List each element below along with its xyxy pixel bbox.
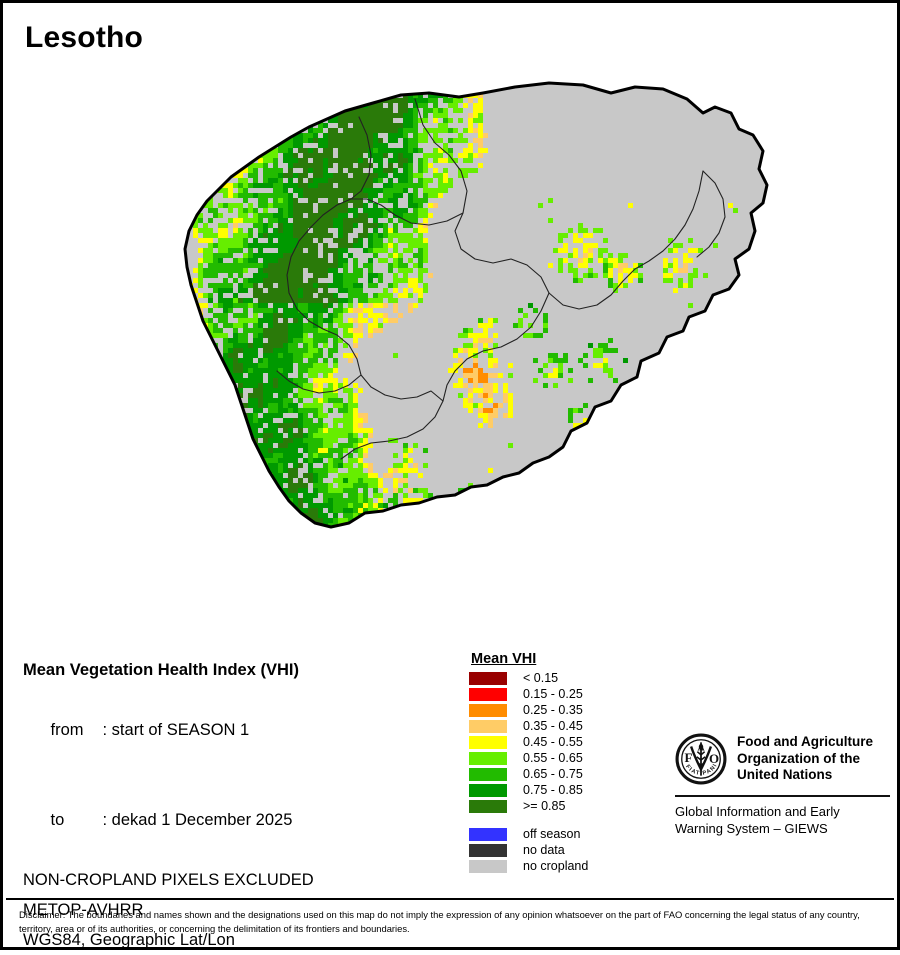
country-outline [183, 81, 769, 529]
legend-swatch [469, 687, 507, 701]
legend-item: 0.15 - 0.25 [469, 687, 588, 701]
info-from-value: : start of SEASON 1 [102, 721, 250, 739]
legend-label: 0.65 - 0.75 [523, 766, 583, 781]
fao-org-line-3: United Nations [737, 767, 833, 782]
fao-system-name: Global Information and Early Warning Sys… [675, 804, 890, 837]
fao-logo-row: F A O FIAT PANIS Food and Agriculture Or… [672, 729, 890, 785]
district-boundary [286, 226, 362, 376]
lesotho-map [183, 81, 769, 529]
legend-swatch [469, 843, 507, 857]
district-boundaries [276, 98, 726, 460]
fao-system-line-2: Warning System – GIEWS [675, 820, 828, 836]
fao-emblem-letter-o: O [709, 751, 719, 766]
legend-item: off season [469, 827, 588, 841]
map-legend: Mean VHI < 0.15 0.15 - 0.25 0.25 - 0.35 0.3… [469, 651, 588, 875]
info-to-label: to [50, 811, 65, 829]
fao-system-line-1: Global Information and Early [675, 804, 840, 819]
fao-emblem-letter-f: F [685, 750, 693, 765]
district-boundary [360, 374, 444, 402]
legend-label: no cropland [523, 858, 589, 873]
map-canvas [63, 73, 863, 633]
legend-item: no data [469, 843, 588, 857]
legend-swatch [469, 703, 507, 717]
info-projection: WGS84, Geographic Lat/Lon [23, 931, 235, 949]
district-boundary [696, 170, 726, 258]
legend-item: 0.65 - 0.75 [469, 767, 588, 781]
district-boundary [414, 98, 550, 294]
district-boundary [548, 170, 704, 310]
legend-swatch [469, 735, 507, 749]
disclaimer-text: Disclaimer: The boundaries and names sho… [19, 909, 860, 934]
legend-swatch [469, 767, 507, 781]
legend-swatch [469, 751, 507, 765]
info-to-value: : dekad 1 December 2025 [102, 811, 293, 829]
legend-item: no cropland [469, 859, 588, 873]
legend-swatch [469, 783, 507, 797]
legend-swatch [469, 799, 507, 813]
district-boundary [350, 116, 372, 200]
legend-swatch [469, 827, 507, 841]
info-sensor: METOP-AVHRR [23, 901, 144, 919]
disclaimer-divider [6, 898, 894, 900]
legend-label: 0.45 - 0.55 [523, 734, 583, 749]
info-to-row: to : dekad 1 December 2025 [23, 775, 314, 865]
legend-item: < 0.15 [469, 671, 588, 685]
district-boundary [276, 370, 362, 394]
legend-label: off season [523, 826, 581, 841]
fao-org-line-2: Organization of the [737, 750, 860, 766]
district-boundary [442, 292, 550, 402]
legend-label: no data [523, 842, 565, 857]
map-info-block: Mean Vegetation Health Index (VHI) from:… [23, 655, 314, 955]
legend-label: 0.75 - 0.85 [523, 782, 583, 797]
district-boundary [340, 400, 444, 460]
legend-item: 0.35 - 0.45 [469, 719, 588, 733]
legend-item: 0.55 - 0.65 [469, 751, 588, 765]
legend-swatch [469, 859, 507, 873]
fao-divider [675, 795, 890, 797]
district-boundary [310, 198, 464, 228]
info-excluded: NON-CROPLAND PIXELS EXCLUDED [23, 871, 314, 889]
legend-spacer [469, 815, 588, 827]
legend-label: 0.25 - 0.35 [523, 702, 583, 717]
legend-item: 0.75 - 0.85 [469, 783, 588, 797]
legend-title: Mean VHI [471, 651, 537, 667]
page-title: Lesotho [25, 21, 144, 54]
legend-label: 0.35 - 0.45 [523, 718, 583, 733]
legend-label: 0.55 - 0.65 [523, 750, 583, 765]
legend-swatch [469, 671, 507, 685]
legend-swatch [469, 719, 507, 733]
legend-item: 0.25 - 0.35 [469, 703, 588, 717]
legend-label: < 0.15 [523, 670, 559, 685]
fao-org-line-1: Food and Agriculture [737, 734, 873, 749]
fao-organization-name: Food and Agriculture Organization of the… [737, 733, 873, 784]
info-from-label: from [50, 721, 84, 739]
info-heading: Mean Vegetation Health Index (VHI) [23, 661, 299, 679]
fao-emblem-letter-a: A [697, 743, 705, 754]
legend-class-list: < 0.15 0.15 - 0.25 0.25 - 0.35 0.35 - 0.45 0… [469, 671, 588, 813]
vhi-raster-layer [185, 83, 767, 527]
legend-label: 0.15 - 0.25 [523, 686, 583, 701]
legend-item: 0.45 - 0.55 [469, 735, 588, 749]
legend-item: >= 0.85 [469, 799, 588, 813]
fao-emblem-icon: F A O FIAT PANIS [672, 729, 727, 785]
legend-label: >= 0.85 [523, 798, 566, 813]
fao-logo-block: F A O FIAT PANIS Food and Agriculture Or… [672, 729, 890, 837]
legend-special-list: off season no data no cropland [469, 827, 588, 873]
info-from-row: from : start of SEASON 1 [23, 685, 314, 775]
